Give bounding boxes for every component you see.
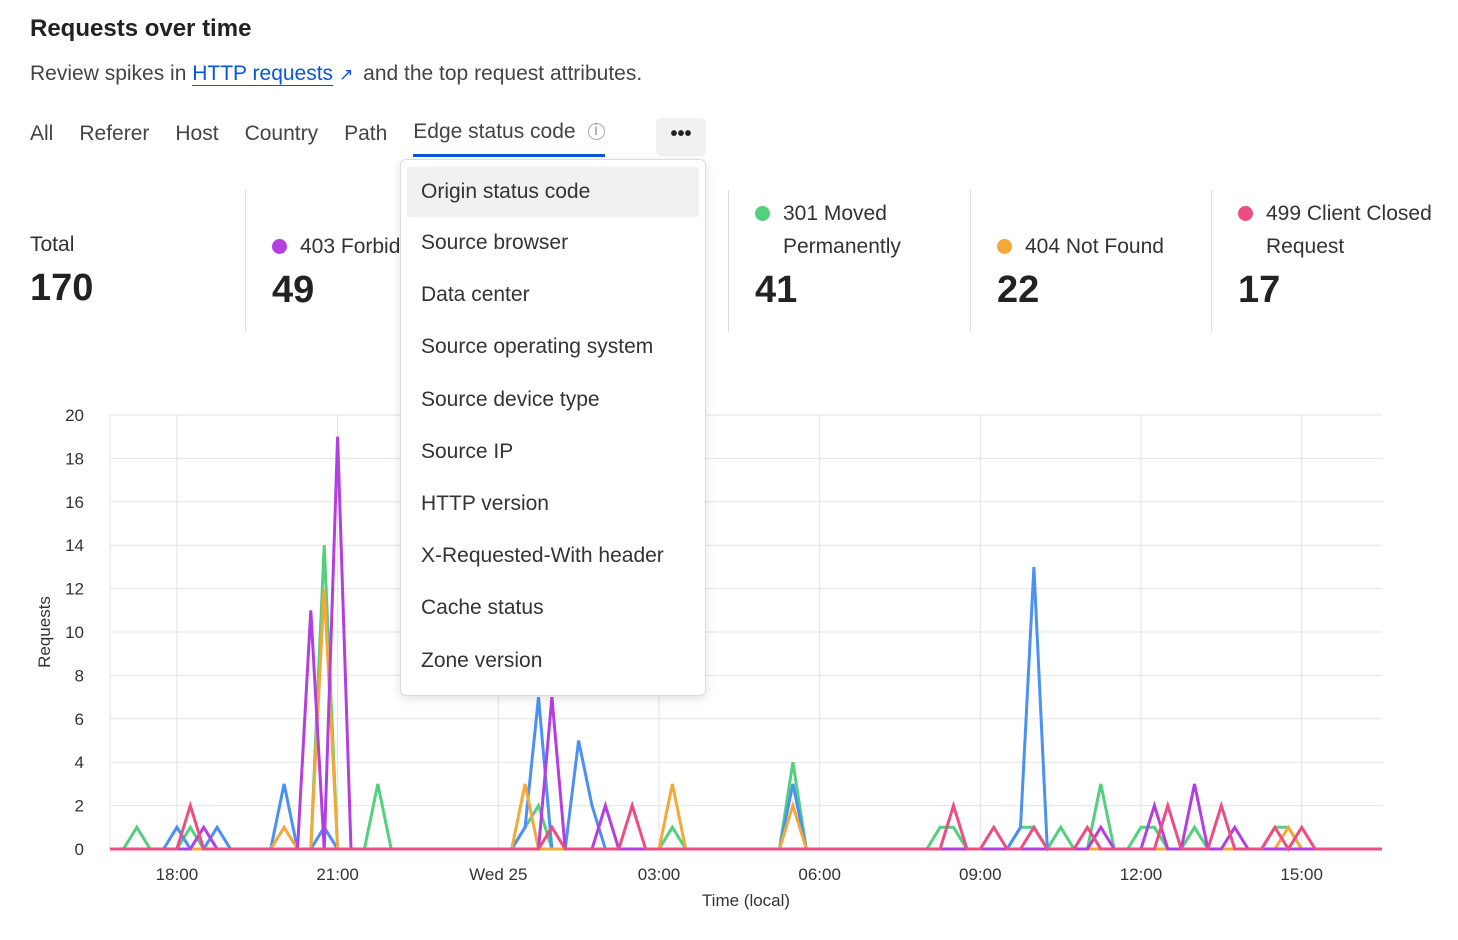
menu-item-zone-version[interactable]: Zone version bbox=[421, 648, 543, 672]
stat-value: 41 bbox=[755, 269, 798, 311]
x-tick-label: 18:00 bbox=[156, 865, 199, 884]
y-tick-label: 12 bbox=[65, 580, 84, 599]
y-tick-label: 0 bbox=[75, 840, 84, 859]
stat-value: 22 bbox=[997, 269, 1040, 311]
x-tick-label: 15:00 bbox=[1280, 865, 1323, 884]
stat-301[interactable]: 301 Moved Permanently 41 bbox=[728, 190, 970, 332]
http-requests-link[interactable]: HTTP requests bbox=[192, 62, 334, 86]
tab-country[interactable]: Country bbox=[244, 121, 319, 145]
legend-dot bbox=[755, 206, 770, 221]
y-tick-label: 4 bbox=[75, 753, 84, 772]
stat-label: 499 Client Closed Request bbox=[1266, 202, 1432, 258]
menu-item-origin-status-code[interactable]: Origin status code bbox=[407, 167, 699, 217]
series-line bbox=[110, 436, 1382, 851]
menu-item-source-device-type[interactable]: Source device type bbox=[421, 387, 600, 411]
stat-404[interactable]: 404 Not Found 22 bbox=[970, 190, 1211, 332]
legend-dot bbox=[997, 239, 1012, 254]
y-axis-label: Requests bbox=[35, 596, 54, 668]
subtitle-text: Review spikes in bbox=[30, 62, 193, 85]
menu-item-source-ip[interactable]: Source IP bbox=[421, 439, 514, 463]
menu-item-http-version[interactable]: HTTP version bbox=[421, 491, 549, 515]
subtitle: Review spikes in HTTP requests ↗ and the … bbox=[30, 62, 642, 86]
series-499-client-closed-request bbox=[110, 800, 1382, 852]
external-link-icon[interactable]: ↗ bbox=[339, 65, 354, 84]
page-title: Requests over time bbox=[30, 15, 252, 42]
info-icon[interactable]: i bbox=[587, 122, 605, 140]
more-tabs-button[interactable]: ••• bbox=[656, 118, 706, 156]
stat-value: 170 bbox=[30, 267, 94, 309]
legend-dot bbox=[1238, 206, 1253, 221]
x-tick-label: 03:00 bbox=[638, 865, 681, 884]
tab-all[interactable]: All bbox=[30, 121, 54, 145]
tab-referer[interactable]: Referer bbox=[79, 121, 150, 145]
stat-499[interactable]: 499 Client Closed Request 17 bbox=[1211, 190, 1458, 332]
x-tick-label: 09:00 bbox=[959, 865, 1002, 884]
y-tick-label: 20 bbox=[65, 406, 84, 425]
more-attributes-menu: Origin status code Source browser Data c… bbox=[400, 159, 706, 696]
stat-label: 404 Not Found bbox=[1025, 235, 1164, 258]
y-tick-label: 8 bbox=[75, 666, 84, 685]
stat-total: Total 170 bbox=[4, 228, 93, 370]
stat-label: Total bbox=[30, 233, 75, 256]
subtitle-text-end: and the top request attributes. bbox=[357, 62, 643, 85]
series-line bbox=[110, 800, 1382, 852]
y-tick-label: 2 bbox=[75, 797, 84, 816]
menu-item-cache-status[interactable]: Cache status bbox=[421, 596, 544, 620]
tab-label: Edge status code bbox=[413, 120, 576, 143]
x-tick-label: 12:00 bbox=[1120, 865, 1163, 884]
menu-item-source-os[interactable]: Source operating system bbox=[421, 335, 654, 359]
menu-item-data-center[interactable]: Data center bbox=[421, 283, 530, 307]
tab-edge-status-code[interactable]: Edge status code i bbox=[413, 120, 605, 157]
x-tick-label: 06:00 bbox=[798, 865, 841, 884]
y-tick-label: 6 bbox=[75, 710, 84, 729]
tab-bar: All Referer Host Country Path Edge statu… bbox=[30, 120, 605, 157]
stat-value: 17 bbox=[1238, 269, 1281, 311]
tab-path[interactable]: Path bbox=[344, 121, 388, 145]
series-403-forbidden bbox=[110, 436, 1382, 851]
legend-dot bbox=[272, 239, 287, 254]
x-tick-label: Wed 25 bbox=[469, 865, 527, 884]
x-axis-label: Time (local) bbox=[702, 891, 790, 910]
menu-item-source-browser[interactable]: Source browser bbox=[421, 231, 569, 254]
stat-value: 49 bbox=[272, 269, 315, 311]
y-tick-label: 18 bbox=[65, 449, 84, 468]
y-tick-label: 16 bbox=[65, 493, 84, 512]
menu-item-x-requested-with[interactable]: X-Requested-With header bbox=[421, 544, 664, 568]
x-tick-label: 21:00 bbox=[316, 865, 359, 884]
stat-label: 301 Moved Permanently bbox=[783, 202, 901, 258]
y-tick-label: 14 bbox=[65, 536, 84, 555]
y-tick-label: 10 bbox=[65, 623, 84, 642]
tab-host[interactable]: Host bbox=[175, 121, 219, 145]
